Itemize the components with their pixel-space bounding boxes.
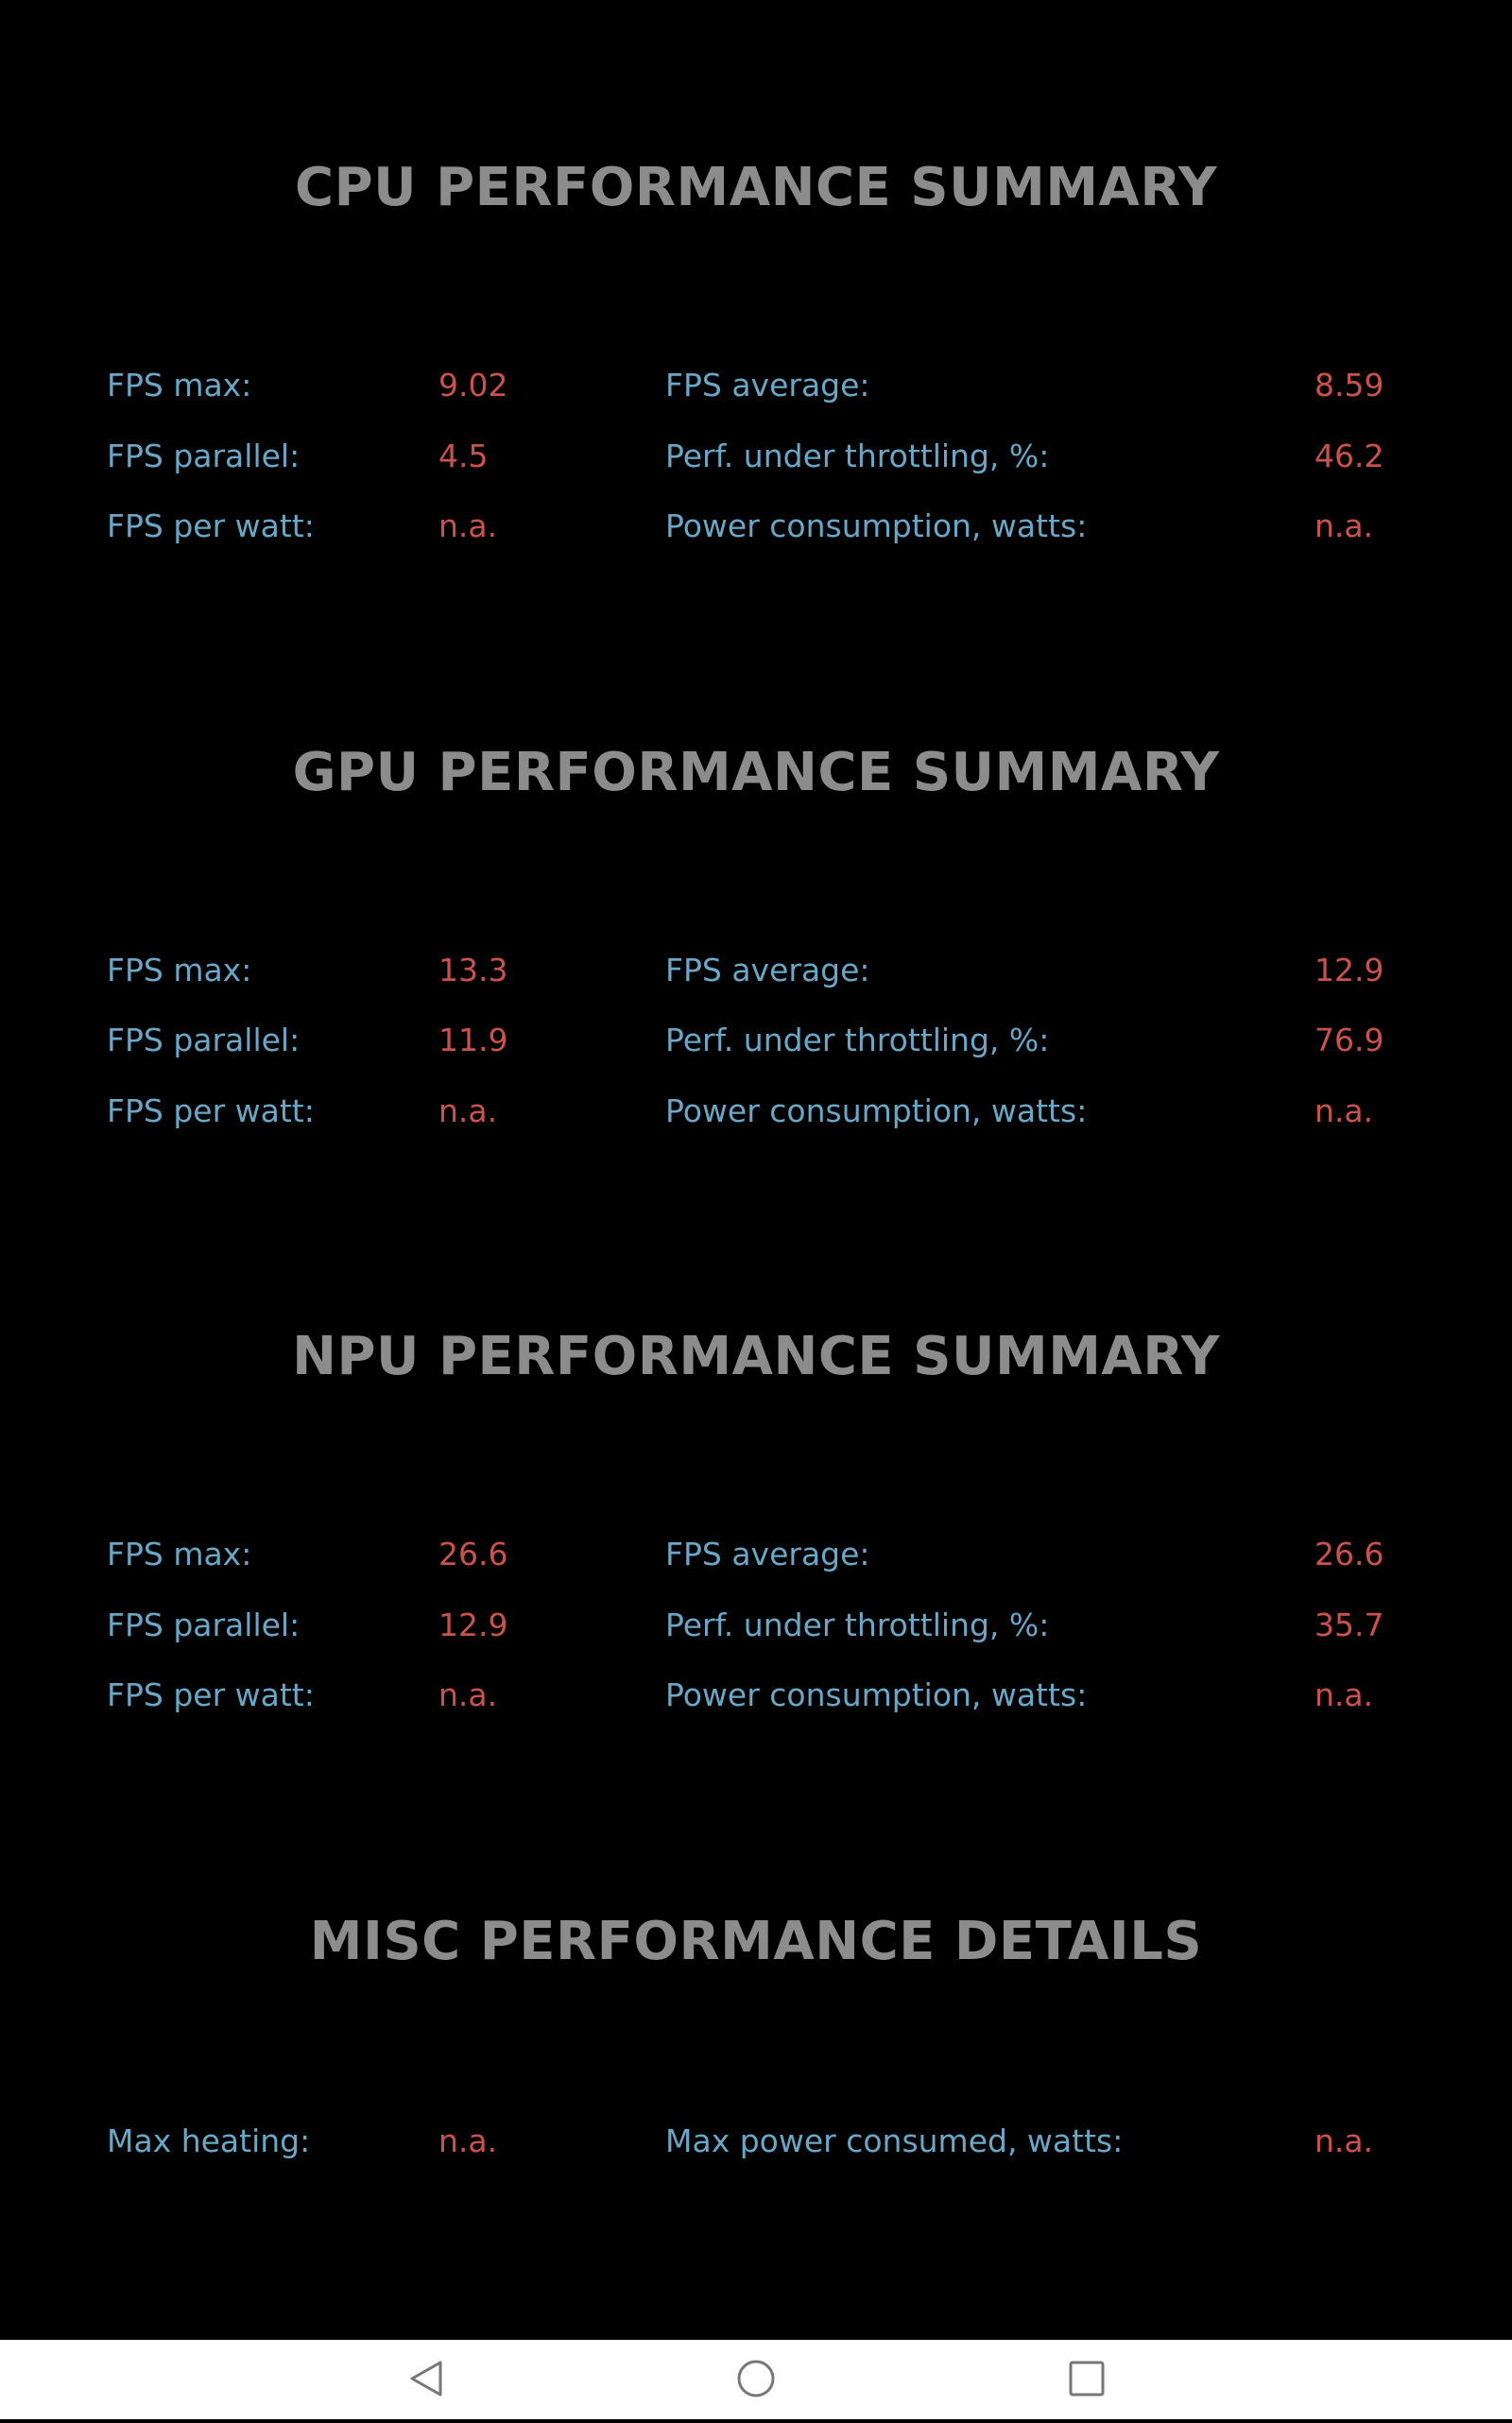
metric-value: 12.9: [438, 1606, 508, 1643]
section-title: CPU PERFORMANCE SUMMARY: [295, 157, 1217, 218]
metric-label: Max heating:: [107, 2122, 311, 2159]
metric-label: Power consumption, watts:: [665, 1676, 1088, 1713]
metric-label: FPS parallel:: [107, 437, 301, 474]
metric-value: 9.02: [438, 367, 508, 404]
section-title: NPU PERFORMANCE SUMMARY: [292, 1326, 1220, 1387]
metric-label: Perf. under throttling, %:: [665, 437, 1050, 474]
metric-label: Power consumption, watts:: [665, 507, 1088, 544]
metric-label: FPS average:: [665, 951, 870, 988]
metric-value: n.a.: [438, 507, 498, 544]
metric-value: 12.9: [1314, 951, 1384, 988]
metric-label: Power consumption, watts:: [665, 1091, 1088, 1129]
home-button[interactable]: [737, 2360, 775, 2397]
metric-label: FPS parallel:: [107, 1022, 301, 1058]
metric-value: n.a.: [1314, 1091, 1374, 1129]
metric-label: FPS average:: [665, 367, 870, 404]
metric-label: Perf. under throttling, %:: [665, 1606, 1050, 1643]
back-button[interactable]: [410, 2361, 442, 2397]
metric-value: 11.9: [438, 1022, 508, 1058]
metric-value: 13.3: [438, 951, 508, 988]
recents-button[interactable]: [1069, 2361, 1105, 2397]
nav-icons: [410, 2360, 1105, 2397]
metric-value: n.a.: [438, 2122, 498, 2159]
metric-label: FPS max:: [107, 1536, 252, 1572]
metric-value: 4.5: [438, 437, 489, 474]
metric-value: 35.7: [1314, 1606, 1384, 1643]
metric-label: FPS per watt:: [107, 1091, 315, 1129]
metric-value: n.a.: [1314, 507, 1374, 544]
section-title: GPU PERFORMANCE SUMMARY: [292, 741, 1220, 803]
metric-label: FPS max:: [107, 951, 252, 988]
metric-value: 26.6: [438, 1536, 508, 1572]
metric-value: 76.9: [1314, 1022, 1384, 1058]
navigation-bar: [0, 2340, 1512, 2419]
metric-label: FPS parallel:: [107, 1606, 301, 1643]
metric-value: 8.59: [1314, 367, 1384, 404]
metric-value: n.a.: [438, 1091, 498, 1129]
metric-value: n.a.: [1314, 2122, 1374, 2159]
metric-label: FPS max:: [107, 367, 252, 404]
metric-label: FPS average:: [665, 1536, 870, 1572]
metric-value: 46.2: [1314, 437, 1384, 474]
metric-value: n.a.: [1314, 1676, 1374, 1713]
metric-label: Max power consumed, watts:: [665, 2122, 1124, 2159]
metric-label: Perf. under throttling, %:: [665, 1022, 1050, 1058]
metric-label: FPS per watt:: [107, 1676, 315, 1713]
section-title: MISC PERFORMANCE DETAILS: [309, 1910, 1203, 1972]
metric-label: FPS per watt:: [107, 507, 315, 544]
metric-value: 26.6: [1314, 1536, 1384, 1572]
metric-value: n.a.: [438, 1676, 498, 1713]
